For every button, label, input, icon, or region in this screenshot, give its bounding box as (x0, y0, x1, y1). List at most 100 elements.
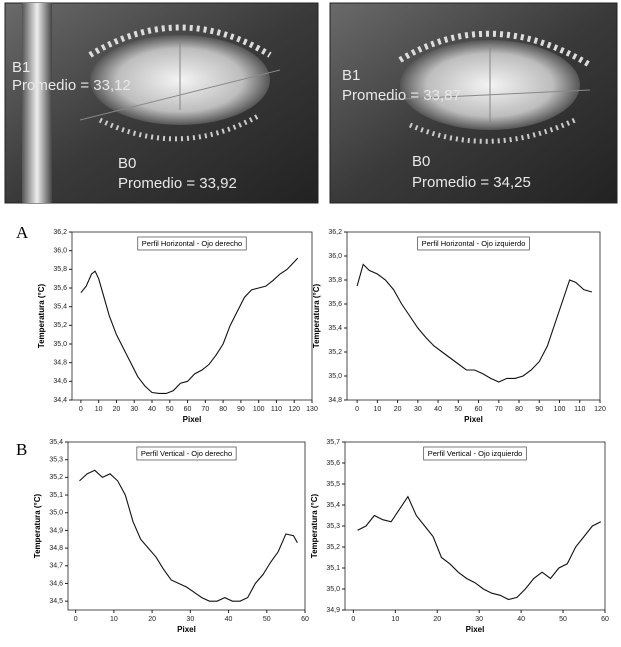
b1-label: B1 (12, 59, 30, 76)
chart-title: Perfil Horizontal - Ojo izquierdo (422, 239, 526, 248)
x-tick-label: 120 (594, 406, 606, 413)
y-tick-label: 35,6 (53, 285, 67, 292)
data-line (79, 469, 298, 602)
x-tick-label: 70 (201, 406, 209, 413)
b0-label: B0 (412, 153, 430, 170)
y-tick-label: 35,4 (326, 502, 340, 509)
y-tick-label: 36,2 (53, 229, 67, 236)
y-tick-label: 35,4 (53, 304, 67, 311)
x-tick-label: 50 (263, 616, 271, 623)
y-axis-label: Temperatura (°C) (310, 493, 319, 558)
y-tick-label: 35,4 (328, 325, 342, 332)
y-tick-label: 34,4 (53, 397, 67, 404)
data-line (80, 257, 299, 395)
x-tick-label: 60 (184, 406, 192, 413)
data-line (356, 263, 593, 383)
y-axis-label: Temperatura (°C) (312, 283, 321, 348)
y-tick-label: 35,0 (49, 510, 63, 517)
x-tick-label: 20 (433, 616, 441, 623)
y-tick-label: 35,0 (53, 341, 67, 348)
y-tick-label: 35,1 (326, 565, 340, 572)
y-tick-label: 35,2 (328, 349, 342, 356)
plot-frame (67, 441, 306, 611)
y-tick-label: 34,9 (49, 527, 63, 534)
y-tick-label: 35,5 (326, 481, 340, 488)
x-tick-label: 90 (535, 406, 543, 413)
x-tick-label: 90 (237, 406, 245, 413)
y-tick-label: 35,3 (326, 523, 340, 530)
x-tick-label: 110 (574, 406, 585, 413)
x-tick-label: 30 (475, 616, 483, 623)
x-axis-label: Pixel (466, 625, 485, 634)
data-line (357, 495, 602, 601)
chart-title: Perfil Vertical - Ojo derecho (141, 449, 232, 458)
thermal-image-left-eye: B1 Promedio = 33,87 B0 Promedio = 34,25 (329, 2, 618, 204)
x-tick-label: 120 (288, 406, 300, 413)
x-tick-label: 20 (113, 406, 121, 413)
x-tick-label: 130 (306, 406, 318, 413)
b0-average: Promedio = 33,92 (118, 175, 237, 192)
y-tick-label: 35,4 (49, 439, 63, 446)
x-tick-label: 0 (355, 406, 359, 413)
title-box (137, 236, 247, 251)
title-box (136, 446, 237, 461)
y-tick-label: 34,8 (49, 545, 63, 552)
y-tick-label: 34,6 (53, 378, 67, 385)
b1-average: Promedio = 33,87 (342, 87, 461, 104)
x-tick-label: 60 (475, 406, 483, 413)
chart-title: Perfil Horizontal - Ojo derecho (142, 239, 242, 248)
x-tick-label: 30 (414, 406, 422, 413)
line-chart: 34,4 34,6 34,8 35,0 35,2 35,4 35,6 35,8 36,0 36,2… (37, 229, 318, 424)
x-tick-label: 100 (253, 406, 265, 413)
x-tick-label: 50 (166, 406, 174, 413)
panel-label: B (16, 440, 27, 459)
x-tick-label: 50 (559, 616, 567, 623)
title-box (417, 236, 530, 251)
y-tick-label: 35,1 (49, 492, 63, 499)
y-tick-label: 35,3 (49, 457, 63, 464)
y-tick-label: 34,8 (53, 360, 67, 367)
title-box (423, 446, 527, 461)
y-tick-label: 35,7 (326, 439, 340, 446)
y-tick-label: 35,2 (326, 544, 340, 551)
y-tick-label: 34,8 (328, 397, 342, 404)
y-tick-label: 35,8 (328, 277, 342, 284)
line-chart: 34,9 35,0 35,1 35,2 35,3 35,4 35,5 35,6 35,7 0 10 2… (310, 439, 609, 634)
plot-frame (346, 231, 601, 401)
x-tick-label: 100 (554, 406, 566, 413)
x-tick-label: 10 (95, 406, 103, 413)
x-tick-label: 20 (394, 406, 402, 413)
x-tick-label: 10 (391, 616, 399, 623)
plot-frame (71, 231, 313, 401)
x-tick-label: 10 (110, 616, 118, 623)
x-tick-label: 10 (373, 406, 381, 413)
b1-label: B1 (342, 67, 360, 84)
line-chart: 34,5 34,6 34,7 34,8 34,9 35,0 35,1 35,2 35,3 35,4… (33, 439, 309, 634)
thermal-image-right-eye: B1 Promedio = 33,12 B0 Promedio = 33,92 (4, 2, 319, 204)
y-tick-label: 36,0 (328, 253, 342, 260)
chart-title: Perfil Vertical - Ojo izquierdo (428, 449, 523, 458)
plot-frame (344, 441, 606, 611)
x-tick-label: 0 (351, 616, 355, 623)
x-tick-label: 60 (601, 616, 609, 623)
x-tick-label: 0 (74, 616, 78, 623)
y-tick-label: 36,2 (328, 229, 342, 236)
panel-label: A (16, 223, 29, 242)
x-tick-label: 20 (148, 616, 156, 623)
b0-label: B0 (118, 155, 136, 172)
x-tick-label: 40 (517, 616, 525, 623)
x-tick-label: 80 (219, 406, 227, 413)
y-axis-label: Temperatura (°C) (37, 283, 46, 348)
x-tick-label: 50 (454, 406, 462, 413)
y-tick-label: 35,2 (49, 474, 63, 481)
y-axis-label: Temperatura (°C) (33, 493, 42, 558)
x-tick-label: 40 (148, 406, 156, 413)
y-tick-label: 35,6 (328, 301, 342, 308)
x-tick-label: 30 (130, 406, 138, 413)
y-tick-label: 35,8 (53, 266, 67, 273)
x-tick-label: 40 (225, 616, 233, 623)
b0-average: Promedio = 34,25 (412, 174, 531, 191)
x-axis-label: Pixel (183, 415, 202, 424)
x-tick-label: 40 (434, 406, 442, 413)
